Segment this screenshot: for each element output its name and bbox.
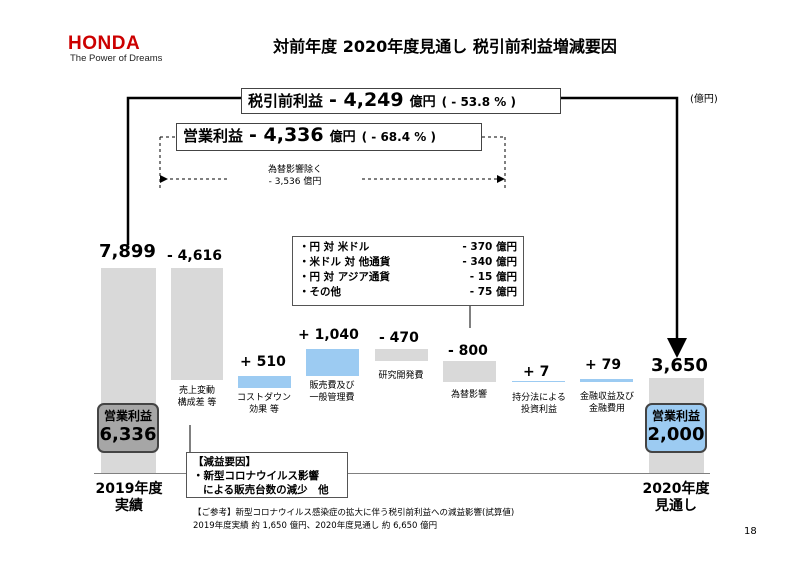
value-label-sga: + 1,040 — [298, 327, 359, 343]
operating-profit-2019-label: 営業利益 — [103, 409, 152, 423]
pretax-label: 税引前利益 — [248, 92, 324, 110]
page-title: 対前年度 2020年度見通し 税引前利益増減要因 — [273, 37, 617, 56]
value-label-fx: - 800 — [448, 343, 488, 359]
bar-financial — [580, 379, 633, 382]
unit-label: (億円) — [690, 94, 718, 105]
bar-fx — [443, 361, 496, 382]
value-label-2020: 3,650 — [651, 355, 708, 376]
operating-profit-2020-label: 営業利益 — [651, 409, 700, 423]
fx-detail-name: ・米ドル 対 他通貨 — [299, 256, 391, 268]
operating-label: 営業利益 — [183, 127, 244, 145]
decrease-reason-box: 【減益要因】 ・新型コロナウイルス影響 による販売台数の減少 他 — [186, 452, 348, 498]
bar-equity-method — [512, 381, 565, 382]
category-label-cost-reduction-line2: 効果 等 — [249, 405, 279, 415]
category-label-cost-reduction-line1: コストダウン — [236, 393, 291, 403]
category-label-financial: 金融収益及び 金融費用 — [572, 391, 642, 415]
category-label-fx: 為替影響 — [435, 389, 503, 401]
year-label-2019-line1: 2019年度 — [95, 481, 163, 497]
operating-unit: 億円 — [329, 130, 356, 145]
value-label-equity-method: + 7 — [523, 364, 550, 380]
reference-note: 【ご参考】新型コロナウイルス感染症の拡大に伴う税引前利益への減益影響(試算値) … — [193, 507, 514, 533]
fx-detail-row: ・円 対 アジア通貨 - 15 億円 — [299, 270, 517, 285]
fx-detail-row: ・米ドル 対 他通貨 - 340 億円 — [299, 255, 517, 270]
decrease-reason-line2: による販売台数の減少 他 — [203, 484, 329, 496]
fx-detail-name: ・その他 — [299, 286, 341, 298]
value-label-financial: + 79 — [585, 357, 622, 373]
category-label-sales-mix-line1: 売上変動 — [178, 386, 215, 396]
decrease-reason-title: 【減益要因】 — [193, 456, 256, 468]
pretax-profit-box: 税引前利益 - 4,249 億円 ( - 53.8 % ) — [241, 88, 561, 114]
category-label-sga-line2: 一般管理費 — [309, 393, 355, 403]
category-label-rnd: 研究開発費 — [367, 370, 435, 382]
reference-line1: 【ご参考】新型コロナウイルス感染症の拡大に伴う税引前利益への減益影響(試算値) — [193, 508, 515, 518]
page-number: 18 — [744, 526, 757, 537]
value-label-cost-reduction: + 510 — [240, 354, 286, 370]
value-label-2019: 7,899 — [99, 241, 156, 262]
fx-excluded-value: - 3,536 億円 — [268, 177, 322, 187]
year-label-2020-line2: 見通し — [655, 498, 697, 514]
fx-excluded-title: 為替影響除く — [267, 165, 322, 175]
bar-sales-mix — [171, 268, 223, 380]
year-label-2020: 2020年度 見通し — [627, 481, 725, 515]
category-label-sga: 販売費及び 一般管理費 — [298, 380, 366, 404]
operating-profit-2020-value: 2,000 — [647, 424, 705, 445]
operating-value: - 4,336 — [249, 124, 324, 146]
value-label-sales-mix: - 4,616 — [167, 248, 222, 264]
reference-line2: 2019年度実績 約 1,650 億円、2020年度見通し 約 6,650 億円 — [193, 521, 438, 531]
category-label-sales-mix-line2: 構成差 等 — [177, 398, 217, 408]
fx-detail-row: ・その他 - 75 億円 — [299, 285, 517, 300]
pretax-percent: ( - 53.8 % ) — [441, 95, 516, 109]
category-label-rnd-line1: 研究開発費 — [378, 371, 424, 381]
value-label-rnd: - 470 — [379, 330, 419, 346]
bar-rnd — [375, 349, 428, 361]
year-label-2019-line2: 実績 — [115, 498, 143, 514]
operating-profit-2020-pill: 営業利益 2,000 — [645, 403, 707, 453]
pretax-value: - 4,249 — [329, 89, 404, 111]
category-label-fx-line1: 為替影響 — [450, 390, 487, 400]
honda-logo: HONDA — [68, 33, 141, 54]
category-label-financial-line2: 金融費用 — [588, 404, 625, 414]
category-label-financial-line1: 金融収益及び — [579, 392, 634, 402]
fx-detail-value: - 370 億円 — [462, 241, 517, 253]
year-label-2019: 2019年度 実績 — [80, 481, 178, 515]
fx-detail-value: - 15 億円 — [469, 271, 517, 283]
fx-detail-value: - 340 億円 — [462, 256, 517, 268]
category-label-cost-reduction: コストダウン 効果 等 — [230, 392, 298, 416]
category-label-equity-method: 持分法による 投資利益 — [504, 392, 574, 416]
baseline — [94, 473, 710, 474]
category-label-equity-method-line2: 投資利益 — [520, 405, 557, 415]
bar-cost-reduction — [238, 376, 291, 388]
fx-detail-name: ・円 対 アジア通貨 — [299, 271, 390, 283]
operating-profit-2019-value: 6,336 — [99, 424, 157, 445]
fx-detail-row: ・円 対 米ドル - 370 億円 — [299, 240, 517, 255]
fx-detail-value: - 75 億円 — [469, 286, 517, 298]
year-label-2020-line1: 2020年度 — [642, 481, 710, 497]
bar-sga — [306, 349, 359, 376]
fx-detail-name: ・円 対 米ドル — [299, 241, 370, 253]
decrease-reason-line1: ・新型コロナウイルス影響 — [193, 470, 319, 482]
operating-profit-box: 営業利益 - 4,336 億円 ( - 68.4 % ) — [176, 123, 482, 151]
operating-profit-2019-pill: 営業利益 6,336 — [97, 403, 159, 453]
logo-tagline: The Power of Dreams — [70, 53, 163, 64]
pretax-unit: 億円 — [409, 95, 436, 110]
category-label-equity-method-line1: 持分法による — [512, 393, 566, 403]
operating-percent: ( - 68.4 % ) — [361, 130, 436, 144]
fx-excluded-note: 為替影響除く - 3,536 億円 — [230, 164, 360, 188]
category-label-sales-mix: 売上変動 構成差 等 — [163, 385, 231, 409]
fx-detail-box: ・円 対 米ドル - 370 億円 ・米ドル 対 他通貨 - 340 億円 ・円… — [292, 236, 524, 306]
category-label-sga-line1: 販売費及び — [309, 381, 355, 391]
